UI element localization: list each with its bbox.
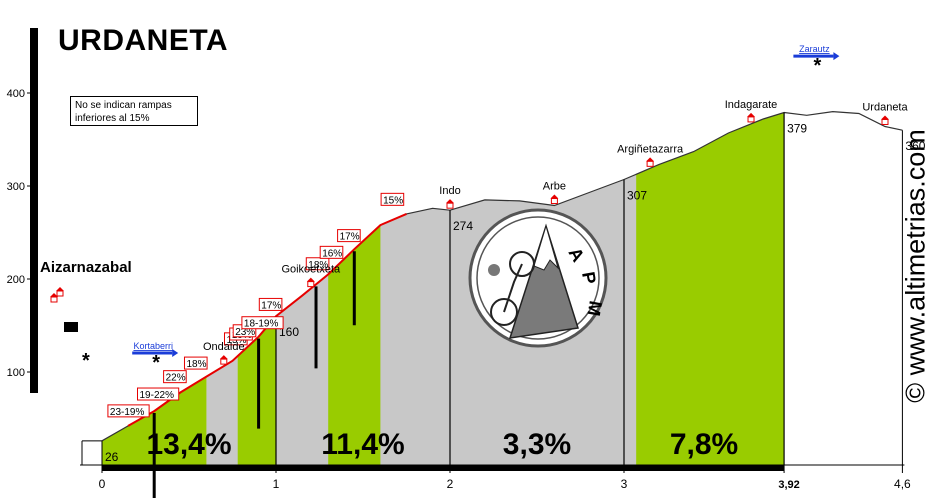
watermark: © www.altimetrias.com bbox=[898, 96, 934, 436]
place-label: Arbe bbox=[543, 181, 566, 193]
y-tick-label-200: 200 bbox=[7, 274, 25, 286]
ramps-note: No se indican rampas inferiores al 15% bbox=[70, 96, 198, 126]
place-house-icon bbox=[881, 118, 889, 125]
factory-icon bbox=[64, 322, 78, 332]
y-tick-label-100: 100 bbox=[7, 367, 25, 379]
altitude-label: 274 bbox=[453, 219, 473, 233]
x-tick-label: 0 bbox=[99, 477, 106, 491]
altitude-label: 379 bbox=[787, 122, 807, 136]
junction-asterisk: * bbox=[814, 55, 822, 77]
x-tick-label: 3,92 bbox=[778, 479, 799, 491]
place-house-icon bbox=[307, 281, 315, 288]
axes-layer: 100 200 300 400 0 1 2 3 3,92 4,6 bbox=[7, 88, 911, 491]
ramp-label: 18% bbox=[308, 260, 328, 271]
chart-title: URDANETA bbox=[58, 24, 229, 57]
altitude-label: 307 bbox=[627, 188, 647, 202]
ramp-box bbox=[183, 356, 208, 370]
logo-rider-icon bbox=[488, 264, 500, 276]
place-label: Goikoetxeta bbox=[281, 264, 341, 276]
ramp-label: 18-19% bbox=[244, 319, 279, 330]
place-house-icon bbox=[646, 160, 654, 167]
logo-letter: M bbox=[583, 299, 605, 317]
y-tick-label-300: 300 bbox=[7, 181, 25, 193]
logo-frame-icon bbox=[503, 263, 523, 313]
logo-mountain-icon bbox=[508, 223, 579, 339]
ramp-label: 15% bbox=[383, 195, 403, 206]
ramp-label: 22% bbox=[166, 373, 186, 384]
segment-gradient-label: 13,4% bbox=[146, 428, 231, 461]
place-house-icon bbox=[446, 202, 454, 209]
ramp-label: 23-19% bbox=[110, 407, 145, 418]
y-axis-bar bbox=[30, 28, 38, 393]
altitude-label: 160 bbox=[279, 325, 299, 339]
segment-gradient-label: 11,4% bbox=[321, 428, 404, 461]
place-roof-icon bbox=[219, 355, 228, 360]
place-roof-icon bbox=[306, 277, 315, 282]
junction-arrowhead bbox=[172, 349, 179, 358]
ramp-label: 18% bbox=[186, 359, 206, 370]
start-roof-icon bbox=[50, 293, 58, 297]
start-house-icon bbox=[56, 290, 64, 297]
ramp-label: 17% bbox=[261, 300, 281, 311]
chart-background-layer bbox=[30, 28, 38, 393]
junction-asterisk: * bbox=[152, 352, 160, 374]
logo-ring-inner bbox=[476, 216, 600, 340]
ramp-box bbox=[319, 245, 344, 259]
segment-gradient-label: 7,8% bbox=[670, 428, 738, 461]
ramp-box bbox=[107, 404, 150, 418]
logo-letter: P bbox=[578, 270, 600, 285]
ramp-box bbox=[305, 257, 330, 271]
place-house-icon bbox=[747, 116, 755, 123]
place-label: Urdaneta bbox=[862, 101, 908, 113]
ramp-box bbox=[380, 192, 405, 206]
altitude-label: 26 bbox=[105, 450, 119, 464]
place-roof-icon bbox=[646, 157, 655, 162]
ramp-box bbox=[241, 316, 284, 330]
x-tick-label: 2 bbox=[447, 477, 454, 491]
ramp-box bbox=[337, 229, 361, 243]
start-asterisk: * bbox=[82, 350, 90, 372]
junction-label: Zarautz bbox=[799, 44, 830, 54]
place-house-icon bbox=[220, 358, 228, 365]
place-roof-icon bbox=[550, 194, 559, 199]
x-tick-label: 3 bbox=[621, 477, 628, 491]
apm-logo: APM bbox=[468, 208, 608, 348]
x-tick-label: 1 bbox=[273, 477, 280, 491]
junction-label: Kortaberri bbox=[133, 341, 173, 351]
y-tick-label-400: 400 bbox=[7, 88, 25, 100]
place-roof-icon bbox=[446, 199, 454, 204]
logo-snowcap-icon bbox=[533, 224, 560, 271]
start-place-label: Aizarnazabal bbox=[40, 259, 132, 276]
junction-arrowhead bbox=[833, 52, 840, 61]
altitude-label: 360 bbox=[905, 139, 925, 153]
ramp-label: 23% bbox=[235, 327, 255, 338]
place-roof-icon bbox=[881, 115, 889, 120]
place-house-icon bbox=[550, 198, 558, 205]
place-label: Indagarate bbox=[725, 99, 778, 111]
ramp-box bbox=[258, 297, 283, 311]
logo-wheel-icon bbox=[490, 298, 518, 326]
ramp-label: 16% bbox=[322, 248, 342, 259]
watermark-text: © www.altimetrias.com bbox=[900, 129, 931, 403]
start-house-icon bbox=[50, 296, 58, 303]
green-band-1 bbox=[237, 316, 276, 465]
place-label: Ondalde bbox=[203, 341, 245, 353]
place-label: Argiñetazarra bbox=[617, 143, 684, 155]
logo-wheel-icon bbox=[509, 251, 535, 277]
x-tick-label: 4,6 bbox=[894, 477, 911, 491]
place-roof-icon bbox=[747, 112, 756, 117]
post-summit-area bbox=[784, 111, 903, 465]
segment-gradient-label: 3,3% bbox=[503, 428, 571, 461]
place-label: Indo bbox=[439, 185, 460, 197]
ramp-box bbox=[137, 387, 180, 401]
ramp-label: 17% bbox=[340, 232, 360, 243]
climb-bar bbox=[102, 465, 785, 471]
ramp-box bbox=[163, 370, 187, 384]
ramp-label: 19-22% bbox=[140, 390, 175, 401]
start-roof-icon bbox=[56, 287, 64, 291]
green-band-3 bbox=[636, 112, 785, 465]
green-band-2 bbox=[328, 225, 381, 465]
